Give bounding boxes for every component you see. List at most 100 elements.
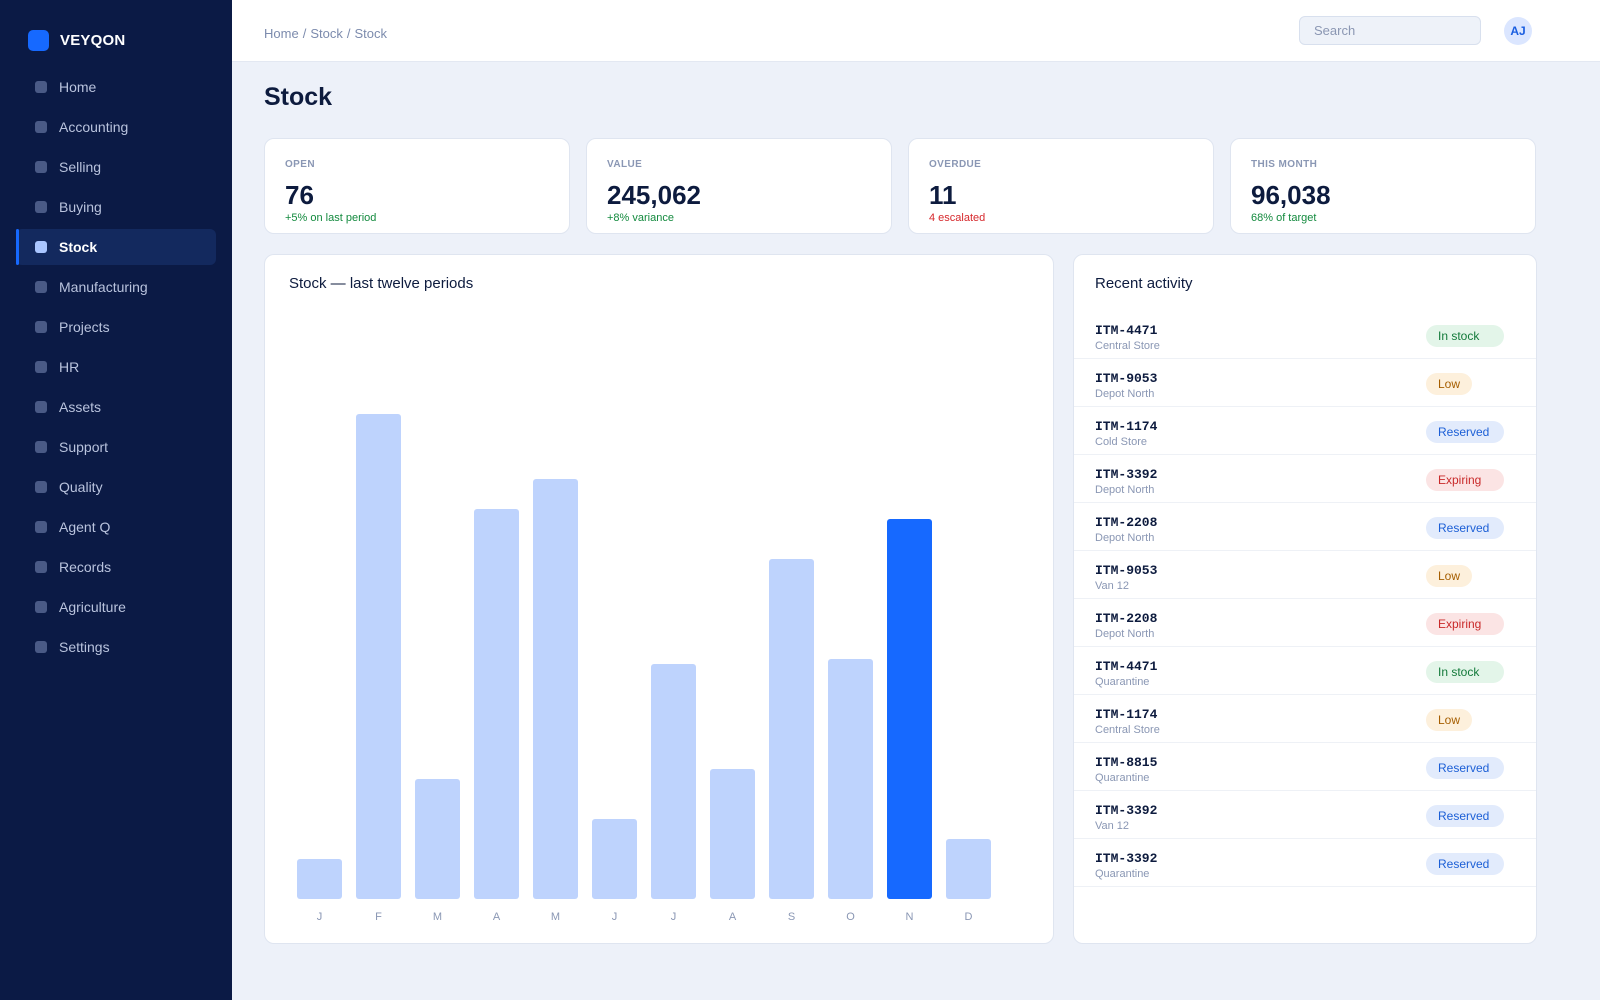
- bar-10[interactable]: [887, 519, 932, 899]
- sidebar-item-support[interactable]: Support: [16, 429, 216, 465]
- kpi-label: OVERDUE: [929, 159, 982, 170]
- x-tick-label: J: [612, 911, 618, 923]
- nav-square-icon: [35, 81, 47, 93]
- item-location: Quarantine: [1095, 676, 1150, 688]
- bar-9[interactable]: [828, 659, 873, 899]
- nav-square-icon: [35, 281, 47, 293]
- sidebar-item-selling[interactable]: Selling: [16, 149, 216, 185]
- kpi-value: 76: [285, 180, 314, 210]
- bar-1[interactable]: [356, 414, 401, 899]
- sidebar-item-hr[interactable]: HR: [16, 349, 216, 385]
- bar-2[interactable]: [415, 779, 460, 899]
- sidebar-item-agent-q[interactable]: Agent Q: [16, 509, 216, 545]
- kpi-delta: +5% on last period: [285, 212, 377, 224]
- list-item[interactable]: ITM-3392 Depot North Expiring: [1074, 455, 1536, 503]
- bar-6[interactable]: [651, 664, 696, 899]
- bar-3[interactable]: [474, 509, 519, 899]
- item-location: Van 12: [1095, 820, 1130, 832]
- item-location: Cold Store: [1095, 436, 1147, 448]
- item-id: ITM-3392: [1095, 803, 1158, 818]
- sidebar-item-home[interactable]: Home: [16, 69, 216, 105]
- bar-11[interactable]: [946, 839, 991, 899]
- bar-7[interactable]: [710, 769, 755, 899]
- sidebar-item-agriculture[interactable]: Agriculture: [16, 589, 216, 625]
- kpi-delta: 68% of target: [1251, 212, 1317, 224]
- list-item[interactable]: ITM-2208 Depot North Expiring: [1074, 599, 1536, 647]
- status-badge: Reserved: [1426, 757, 1504, 779]
- nav-square-icon: [35, 201, 47, 213]
- sidebar-item-stock[interactable]: Stock: [16, 229, 216, 265]
- status-badge: Reserved: [1426, 517, 1504, 539]
- breadcrumb-item-home[interactable]: Home: [264, 26, 299, 41]
- item-location: Central Store: [1095, 724, 1160, 736]
- nav-square-icon: [35, 361, 47, 373]
- item-location: Depot North: [1095, 532, 1155, 544]
- sidebar-item-label: Home: [59, 79, 97, 95]
- item-location: Quarantine: [1095, 868, 1150, 880]
- status-badge: Expiring: [1426, 469, 1504, 491]
- item-id: ITM-2208: [1095, 515, 1158, 530]
- bar-4[interactable]: [533, 479, 578, 899]
- item-id: ITM-9053: [1095, 371, 1158, 386]
- list-item[interactable]: ITM-9053 Depot North Low: [1074, 359, 1536, 407]
- status-badge: In stock: [1426, 661, 1504, 683]
- status-badge: Expiring: [1426, 613, 1504, 635]
- activity-title: Recent activity: [1095, 275, 1193, 292]
- x-tick-label: A: [729, 911, 737, 923]
- list-item[interactable]: ITM-4471 Central Store In stock: [1074, 311, 1536, 359]
- sidebar-item-label: Buying: [59, 199, 102, 215]
- nav-square-icon: [35, 601, 47, 613]
- kpi-delta: +8% variance: [607, 212, 674, 224]
- brand[interactable]: VEYQON: [28, 30, 125, 51]
- sidebar-item-accounting[interactable]: Accounting: [16, 109, 216, 145]
- logo-icon: [28, 30, 49, 51]
- status-badge: Reserved: [1426, 805, 1504, 827]
- item-id: ITM-4471: [1095, 659, 1158, 674]
- sidebar-item-label: Assets: [59, 399, 102, 415]
- brand-name: VEYQON: [60, 32, 126, 49]
- list-item[interactable]: ITM-8815 Quarantine Reserved: [1074, 743, 1536, 791]
- sidebar-item-projects[interactable]: Projects: [16, 309, 216, 345]
- item-location: Depot North: [1095, 388, 1155, 400]
- item-id: ITM-3392: [1095, 467, 1158, 482]
- sidebar-item-label: Quality: [59, 479, 103, 495]
- chart-panel: J F M A M J J A S O N D Stock — last twelve periods: [264, 254, 1054, 944]
- status-badge: In stock: [1426, 325, 1504, 347]
- sidebar-item-quality[interactable]: Quality: [16, 469, 216, 505]
- sidebar-item-assets[interactable]: Assets: [16, 389, 216, 425]
- list-item[interactable]: ITM-1174 Cold Store Reserved: [1074, 407, 1536, 455]
- list-item[interactable]: ITM-1174 Central Store Low: [1074, 695, 1536, 743]
- item-id: ITM-9053: [1095, 563, 1158, 578]
- list-item[interactable]: ITM-9053 Van 12 Low: [1074, 551, 1536, 599]
- sidebar-item-settings[interactable]: Settings: [16, 629, 216, 665]
- nav-square-icon: [35, 481, 47, 493]
- x-tick-label: M: [433, 911, 442, 923]
- item-id: ITM-1174: [1095, 707, 1158, 722]
- x-tick-label: F: [375, 911, 382, 923]
- list-item[interactable]: ITM-3392 Quarantine Reserved: [1074, 839, 1536, 887]
- sidebar-item-records[interactable]: Records: [16, 549, 216, 585]
- bar-5[interactable]: [592, 819, 637, 899]
- bar-8[interactable]: [769, 559, 814, 899]
- breadcrumb-item-stock[interactable]: Stock: [310, 26, 343, 41]
- activity-list: ITM-4471 Central Store In stock ITM-9053 Dep…: [1074, 311, 1536, 887]
- list-item[interactable]: ITM-3392 Van 12 Reserved: [1074, 791, 1536, 839]
- sidebar-item-label: HR: [59, 359, 80, 375]
- sidebar-item-buying[interactable]: Buying: [16, 189, 216, 225]
- avatar[interactable]: AJ: [1504, 17, 1532, 45]
- kpi-card-value: VALUE 245,062 +8% variance: [586, 138, 892, 234]
- nav-square-icon: [35, 641, 47, 653]
- x-tick-label: M: [551, 911, 560, 923]
- nav-square-icon: [35, 401, 47, 413]
- list-item[interactable]: ITM-4471 Quarantine In stock: [1074, 647, 1536, 695]
- x-tick-label: S: [788, 911, 795, 923]
- kpi-card-open: OPEN 76 +5% on last period: [264, 138, 570, 234]
- list-item[interactable]: ITM-2208 Depot North Reserved: [1074, 503, 1536, 551]
- kpi-label: THIS MONTH: [1251, 159, 1318, 170]
- bar-0[interactable]: [297, 859, 342, 899]
- item-location: Quarantine: [1095, 772, 1150, 784]
- search-input[interactable]: [1299, 16, 1481, 45]
- status-badge: Low: [1426, 373, 1473, 395]
- sidebar-item-manufacturing[interactable]: Manufacturing: [16, 269, 216, 305]
- item-location: Depot North: [1095, 628, 1155, 640]
